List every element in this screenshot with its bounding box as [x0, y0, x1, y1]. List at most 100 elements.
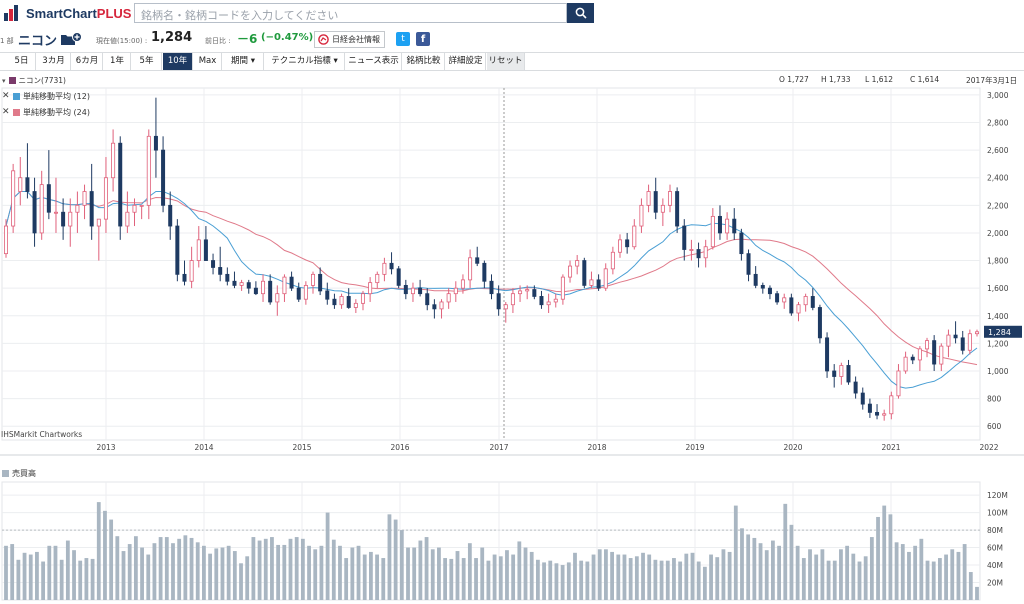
nikkei-company-info-button[interactable]: 日経会社情報: [314, 31, 385, 48]
reset-button[interactable]: リセット: [487, 53, 525, 70]
prev-day-label: 前日比 :: [205, 37, 231, 45]
volume-bar: [511, 554, 516, 600]
candle-body: [282, 276, 287, 295]
period-dropdown[interactable]: 期間 ▾: [223, 53, 264, 70]
volume-bar: [109, 519, 114, 600]
period-5y-button[interactable]: 5年: [132, 53, 162, 70]
volume-bar: [783, 503, 788, 600]
candle-body: [618, 239, 623, 253]
legend-ma24: ✕ 単純移動平均 (24): [0, 104, 90, 120]
add-folder-icon[interactable]: [60, 32, 82, 46]
detail-settings-button[interactable]: 詳細設定: [446, 53, 486, 70]
technical-indicators-dropdown[interactable]: テクニカル指標 ▾: [265, 53, 345, 70]
volume-bar: [659, 560, 664, 600]
volume-bar: [16, 559, 21, 600]
candle-body: [575, 260, 580, 267]
candle-body: [289, 276, 294, 289]
year-tick-label: 2016: [390, 443, 409, 452]
news-display-button[interactable]: ニュース表示: [346, 53, 402, 70]
candle-body: [896, 370, 901, 397]
volume-bar: [282, 544, 287, 600]
volume-bar: [944, 554, 948, 600]
volume-bar: [177, 538, 182, 600]
volume-bar: [4, 545, 8, 600]
candle-body: [360, 293, 365, 304]
facebook-icon[interactable]: f: [416, 32, 430, 46]
candle-body: [832, 370, 837, 377]
ma24-label: 単純移動平均 (24): [23, 107, 90, 117]
volume-bar: [368, 551, 373, 600]
volume-bar: [566, 562, 571, 600]
candle-body: [125, 211, 130, 227]
volume-bar: [721, 549, 726, 600]
remove-ma12-icon[interactable]: ✕: [2, 91, 10, 101]
period-10y-button[interactable]: 10年: [163, 53, 193, 70]
volume-bar: [96, 502, 101, 600]
volume-bar: [152, 543, 157, 600]
smartchart-logo[interactable]: SmartChart PLUS: [4, 3, 131, 23]
candle-body: [546, 301, 551, 306]
volume-bar: [591, 554, 596, 600]
volume-bar: [702, 566, 707, 600]
volume-bar: [331, 539, 336, 600]
candle-body: [418, 287, 423, 295]
candle-body: [239, 282, 244, 286]
candle-body: [653, 191, 658, 213]
period-5d-button[interactable]: 5日: [8, 53, 36, 70]
remove-ma24-icon[interactable]: ✕: [2, 107, 10, 117]
search-input[interactable]: 銘柄名・銘柄コードを入力してください: [134, 3, 567, 23]
search-button[interactable]: [567, 3, 594, 23]
volume-bar: [863, 556, 868, 600]
volume-bar: [350, 547, 355, 600]
candle-body: [175, 225, 180, 275]
volume-bar: [956, 551, 961, 600]
candle-body: [732, 218, 737, 234]
candle-body: [846, 365, 851, 383]
compare-stocks-button[interactable]: 銘柄比較: [403, 53, 445, 70]
candle-body: [739, 232, 744, 255]
volume-bar: [740, 528, 744, 600]
candle-body: [146, 135, 151, 206]
candle-body: [589, 279, 594, 286]
volume-bar: [554, 563, 559, 600]
candle-body: [218, 267, 223, 275]
period-max-button[interactable]: Max: [194, 53, 222, 70]
volume-bar: [325, 512, 330, 600]
candle-body: [889, 395, 894, 415]
candle-body: [867, 403, 872, 413]
candle-body: [268, 280, 273, 303]
candle-body: [203, 239, 208, 261]
volume-tick-label: 40M: [987, 561, 1003, 570]
year-tick-label: 2019: [685, 443, 704, 452]
price-tick-label: 1,400: [987, 312, 1009, 321]
period-6m-button[interactable]: 6カ月: [72, 53, 103, 70]
volume-bar: [684, 553, 689, 600]
market-label: 1 部: [0, 37, 14, 45]
logo-plus-text: PLUS: [96, 5, 132, 21]
volume-bar: [937, 558, 942, 600]
collapse-arrow-icon[interactable]: ▾: [2, 76, 6, 85]
price-chart[interactable]: 600 800 1,000 1,200 1,400 1,600 1,800 2,000 2,20…: [0, 72, 1024, 604]
candle-body: [103, 177, 108, 220]
year-tick-label: 2020: [783, 443, 802, 452]
volume-bar: [381, 558, 386, 600]
candle-body: [132, 204, 137, 213]
volume-bar: [294, 537, 299, 600]
candle-body: [518, 290, 523, 295]
period-1y-button[interactable]: 1年: [104, 53, 131, 70]
price-tick-label: 2,400: [987, 174, 1009, 183]
volume-bar: [665, 560, 670, 600]
period-3m-button[interactable]: 3カ月: [37, 53, 71, 70]
volume-panel-frame: [1, 481, 981, 601]
volume-bar: [678, 561, 683, 600]
volume-bar: [47, 545, 52, 600]
twitter-icon[interactable]: t: [396, 32, 410, 46]
ohlc-close: C 1,614: [910, 75, 940, 84]
volume-bar: [616, 554, 621, 600]
logo-bars-icon: [4, 5, 22, 21]
candle-body: [553, 298, 558, 303]
candle-body: [303, 284, 308, 300]
candle-body: [118, 142, 123, 227]
volume-bar: [41, 561, 46, 600]
volume-bar: [171, 543, 175, 600]
